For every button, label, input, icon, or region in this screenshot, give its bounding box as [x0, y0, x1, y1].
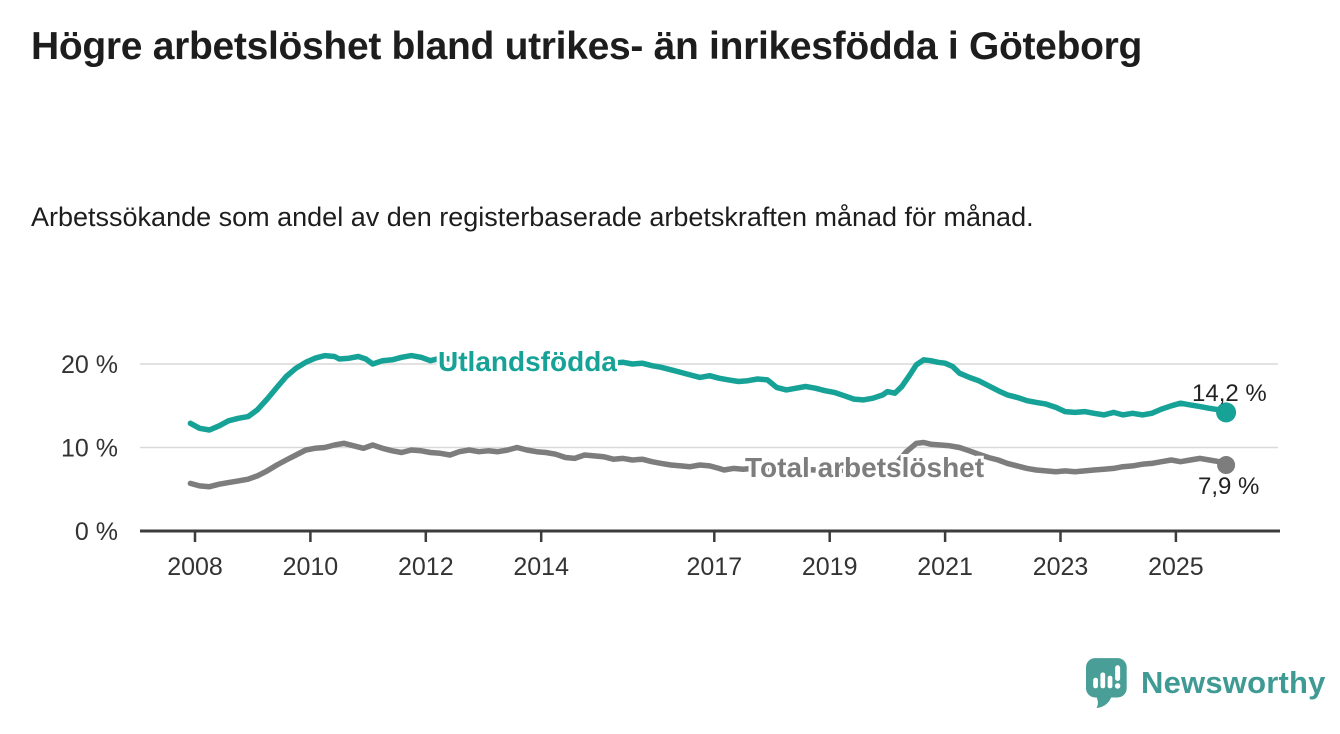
series-line-utlandsfodda — [187, 352, 1229, 433]
series-line-total — [187, 439, 1229, 490]
end-value-label-total: 7,9 % — [1198, 473, 1259, 500]
speech-bubble-barchart-icon — [1086, 658, 1127, 708]
x-axis-label-2025: 2025 — [1148, 553, 1204, 581]
end-value-label-utlandsfodda: 14,2 % — [1192, 380, 1267, 407]
series-label-utlandsfodda: Utlandsfödda — [438, 346, 617, 377]
y-axis-label-0: 0 % — [75, 518, 118, 546]
x-axis-label-2014: 2014 — [513, 553, 569, 581]
x-axis-label-2023: 2023 — [1033, 553, 1089, 581]
x-axis-label-2019: 2019 — [802, 553, 858, 581]
page-title: Högre arbetslöshet bland utrikes- än inr… — [31, 25, 1143, 68]
x-axis-label-2008: 2008 — [167, 553, 223, 581]
x-axis-label-2021: 2021 — [917, 553, 973, 581]
y-axis-label-10: 10 % — [61, 435, 118, 463]
brand-name: Newsworthy — [1141, 665, 1326, 700]
y-axis-label-20: 20 % — [61, 351, 118, 379]
page-subtitle: Arbetssökande som andel av den registerb… — [31, 202, 1034, 232]
x-axis-label-2010: 2010 — [283, 553, 339, 581]
series-label-total: Total arbetslöshet — [745, 452, 984, 483]
end-dot-utlandsfodda — [1216, 402, 1237, 423]
x-axis-label-2012: 2012 — [398, 553, 454, 581]
x-axis-label-2017: 2017 — [686, 553, 742, 581]
end-dot-total — [1217, 456, 1236, 475]
brand-footer: Newsworthy — [1086, 658, 1326, 708]
